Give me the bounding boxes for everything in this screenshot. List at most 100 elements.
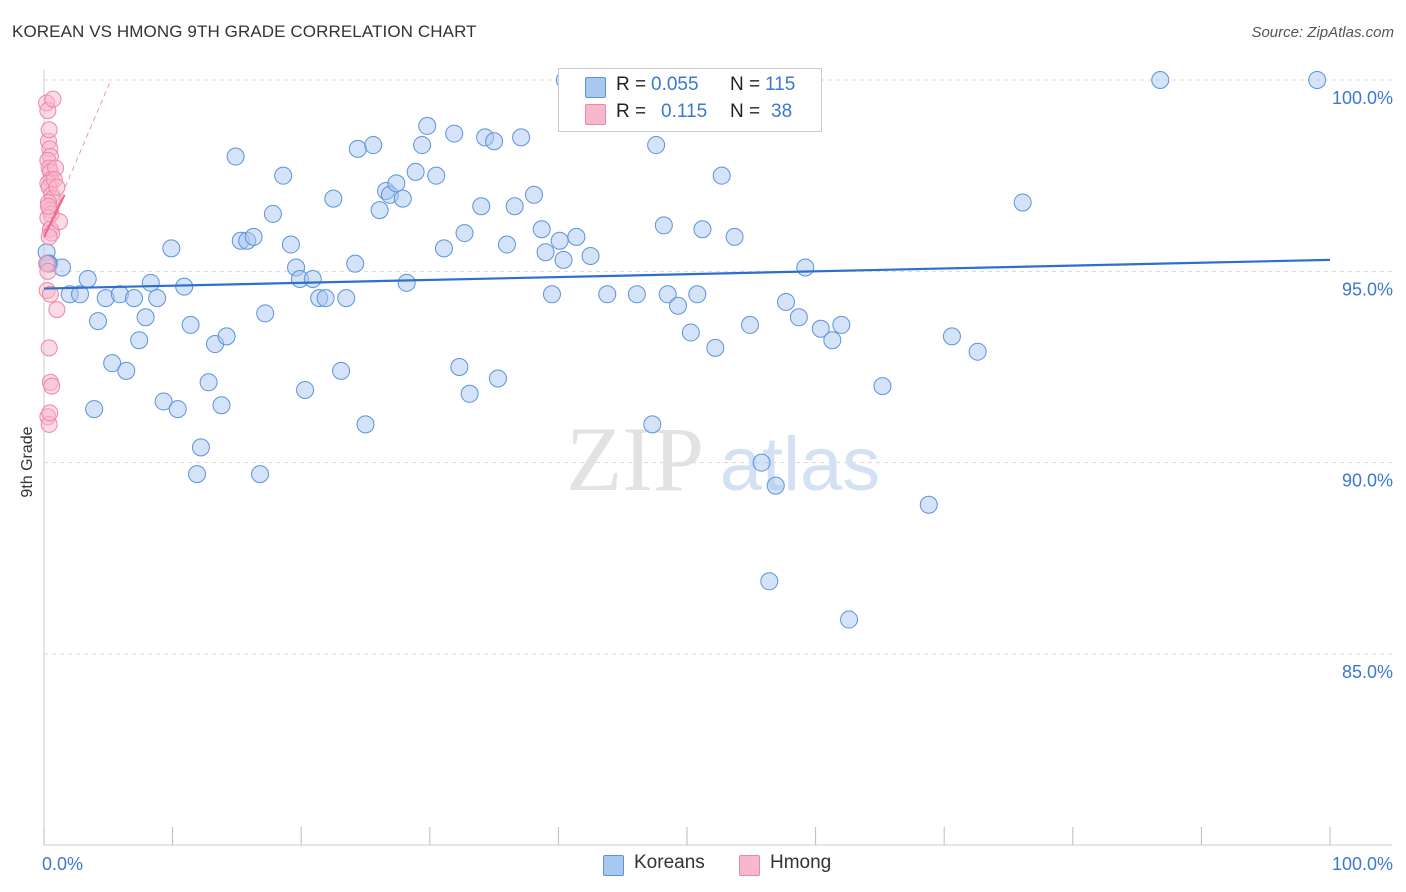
korean-point: [472, 197, 491, 216]
korean-point: [356, 415, 375, 434]
korean-point: [654, 216, 673, 235]
korean-point: [130, 331, 149, 350]
korean-point: [125, 289, 144, 308]
korean-point: [643, 415, 662, 434]
korean-swatch: [585, 77, 606, 98]
korean-point: [1151, 71, 1170, 89]
korean-point: [244, 227, 263, 246]
korean-point: [668, 296, 687, 315]
hmong-point: [40, 339, 58, 357]
watermark-atlas: atlas: [720, 422, 881, 507]
trend-lines: [43, 194, 1331, 290]
korean-point: [191, 438, 210, 457]
legend-hmong-swatch: [739, 855, 760, 876]
korean-point: [532, 220, 551, 239]
korean-point: [485, 132, 504, 151]
korean-point: [332, 361, 351, 380]
korean-r-label: R =: [616, 74, 647, 95]
legend-row-hmong: R = 0.115 N = 38: [559, 101, 821, 127]
korean-point: [78, 269, 97, 288]
x-tick-label: 0.0%: [42, 854, 83, 874]
hmong-trend-line: [43, 194, 66, 238]
korean-point: [181, 315, 200, 334]
korean-point: [766, 476, 785, 495]
korean-point: [460, 384, 479, 403]
korean-point: [706, 338, 725, 357]
korean-point: [226, 147, 245, 166]
grid-lines: [44, 79, 1392, 655]
hmong-n-value: 38: [771, 101, 793, 122]
korean-point: [455, 224, 474, 243]
korean-point: [117, 361, 136, 380]
korean-point: [832, 315, 851, 334]
korean-point: [919, 495, 938, 514]
korean-point: [188, 465, 207, 484]
hmong-r-value: 0.115: [661, 101, 708, 122]
korean-point: [154, 392, 173, 411]
korean-point: [777, 292, 796, 311]
hmong-swatch: [585, 104, 606, 125]
korean-point: [393, 189, 412, 208]
korean-point: [796, 258, 815, 277]
korean-point: [505, 197, 524, 216]
x-tick-label: 100.0%: [1332, 854, 1393, 874]
korean-point: [542, 285, 561, 304]
korean-point: [811, 319, 830, 338]
korean-point: [760, 572, 779, 591]
korean-point: [942, 327, 961, 346]
y-axis-label: 9th Grade: [19, 426, 36, 497]
korean-point: [693, 220, 712, 239]
korean-point: [316, 289, 335, 308]
korean-point: [488, 369, 507, 388]
korean-point: [725, 227, 744, 246]
korean-n-label: N =: [730, 74, 761, 95]
korean-point: [256, 304, 275, 323]
legend-koreans-swatch: [603, 855, 624, 876]
korean-r-value: 0.055: [651, 74, 699, 95]
korean-point: [251, 465, 270, 484]
korean-point: [581, 247, 600, 266]
hmong-points: [38, 90, 68, 433]
korean-point: [364, 136, 383, 155]
korean-point: [418, 116, 437, 135]
korean-point: [512, 128, 531, 147]
watermark-zip: ZIP: [566, 408, 704, 510]
korean-point: [968, 342, 987, 361]
korean-point: [554, 250, 573, 269]
korean-point: [789, 308, 808, 327]
legend-hmong-label: Hmong: [770, 852, 832, 873]
axes: [43, 70, 1392, 846]
hmong-n-label: N =: [730, 101, 761, 122]
korean-point: [823, 331, 842, 350]
korean-point: [387, 174, 406, 193]
y-tick-label: 100.0%: [1332, 88, 1393, 108]
korean-point: [397, 273, 416, 292]
korean-trend-line: [43, 258, 1331, 290]
korean-point: [741, 315, 760, 334]
hmong-r-label: R =: [616, 101, 647, 122]
korean-point: [524, 185, 543, 204]
korean-point: [85, 400, 104, 419]
legend-row-koreans: R = 0.055 N = 115: [559, 74, 821, 100]
korean-point: [658, 285, 677, 304]
korean-point: [89, 312, 108, 331]
korean-point: [324, 189, 343, 208]
korean-point: [752, 453, 771, 472]
korean-point: [647, 136, 666, 155]
tick-labels: 85.0% 90.0% 95.0% 100.0% 0.0% 100.0%: [42, 88, 1393, 874]
stats-legend: R = 0.055 N = 115 R = 0.115 N = 38: [558, 68, 822, 132]
korean-point: [712, 166, 731, 185]
korean-point: [199, 373, 218, 392]
korean-point: [598, 285, 617, 304]
korean-point: [434, 239, 453, 258]
chart-title: KOREAN VS HMONG 9TH GRADE CORRELATION CH…: [12, 22, 477, 41]
korean-point: [136, 308, 155, 327]
source-note: Source: ZipAtlas.com: [1251, 24, 1394, 41]
hmong-point: [41, 404, 59, 422]
hmong-point: [40, 197, 58, 215]
korean-point: [497, 235, 516, 254]
korean-point: [873, 377, 892, 396]
korean-point: [370, 201, 389, 220]
hmong-point: [48, 178, 66, 196]
